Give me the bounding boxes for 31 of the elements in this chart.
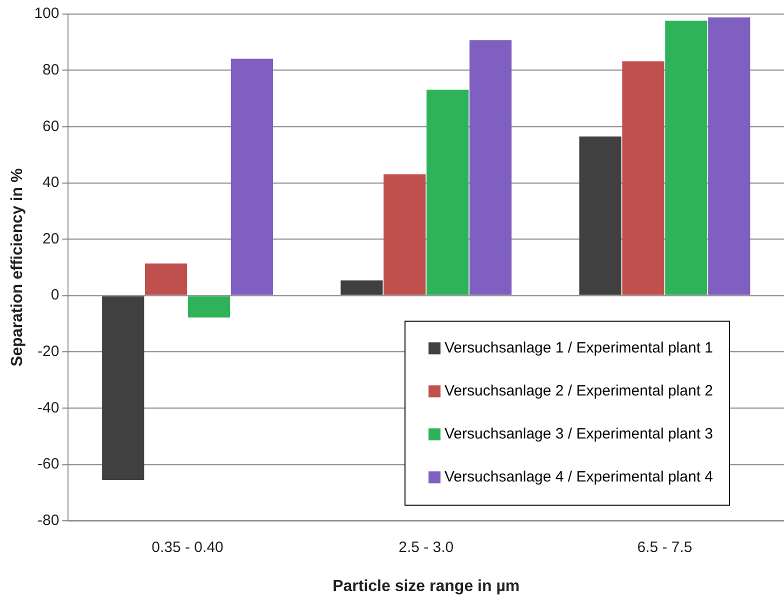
bar	[622, 61, 664, 295]
bar	[665, 20, 708, 295]
y-tick-label: 40	[42, 174, 60, 192]
bar	[145, 263, 188, 295]
bar	[340, 280, 383, 295]
bar	[708, 17, 750, 295]
legend-label: Versuchsanlage 2 / Experimental plant 2	[444, 382, 713, 400]
y-tick-label: 60	[42, 118, 60, 135]
x-tick-label: 6.5 - 7.5	[637, 538, 692, 556]
y-tick-label: -40	[38, 399, 60, 416]
legend-label: Versuchsanlage 4 / Experimental plant 4	[444, 468, 713, 486]
y-tick-label: -60	[38, 456, 60, 473]
y-axis-title: Separation efficiency in %	[9, 168, 26, 367]
bar	[469, 40, 512, 295]
x-tick-label: 2.5 - 3.0	[398, 538, 454, 556]
bar	[384, 174, 426, 295]
bar	[230, 58, 273, 295]
y-tick-label: 20	[42, 230, 60, 248]
legend-label: Versuchsanlage 3 / Experimental plant 3	[444, 425, 713, 442]
y-tick-label: -80	[38, 512, 60, 529]
x-tick-label: 0.35 - 0.40	[152, 538, 224, 556]
x-axis-title: Particle size range in µm	[332, 578, 520, 595]
bar	[188, 296, 230, 318]
bar	[426, 90, 469, 295]
y-tick-label: -20	[38, 343, 60, 360]
bar	[579, 136, 622, 295]
bar	[102, 296, 144, 480]
y-tick-label: 80	[42, 61, 60, 78]
y-tick-label: 100	[34, 5, 60, 22]
y-tick-label: 0	[50, 286, 60, 304]
legend-label: Versuchsanlage 1 / Experimental plant 1	[444, 339, 713, 356]
